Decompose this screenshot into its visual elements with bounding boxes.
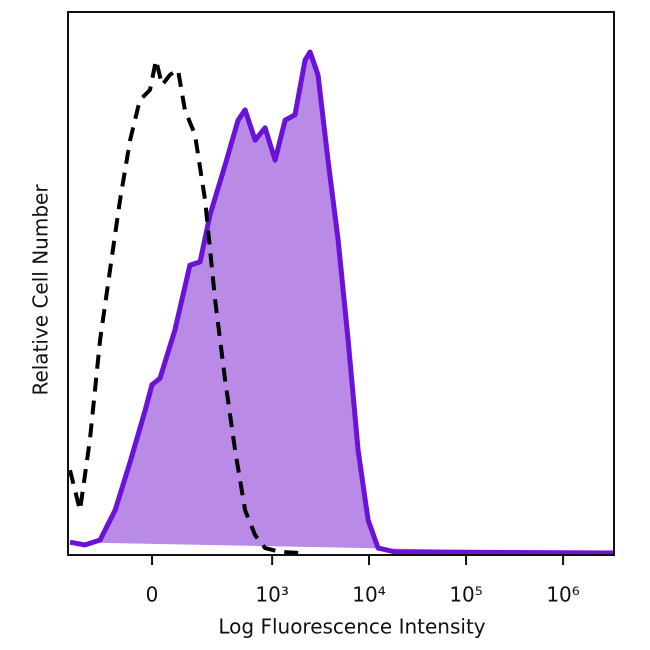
- y-axis-title: Relative Cell Number: [29, 184, 53, 396]
- x-axis-title: Log Fluorescence Intensity: [218, 615, 485, 639]
- x-tick-label: 10⁶: [546, 583, 579, 607]
- x-tick-label: 10⁴: [352, 583, 385, 607]
- x-tick-label: 0: [146, 583, 159, 607]
- histogram-line: [69, 49, 614, 556]
- plot-area: [68, 49, 614, 556]
- x-tick-label: 10³: [255, 583, 288, 607]
- histogram-line: [68, 58, 301, 555]
- x-tick-label: 10⁵: [449, 583, 482, 607]
- area-fill: [70, 52, 613, 553]
- plot-frame: [67, 11, 615, 556]
